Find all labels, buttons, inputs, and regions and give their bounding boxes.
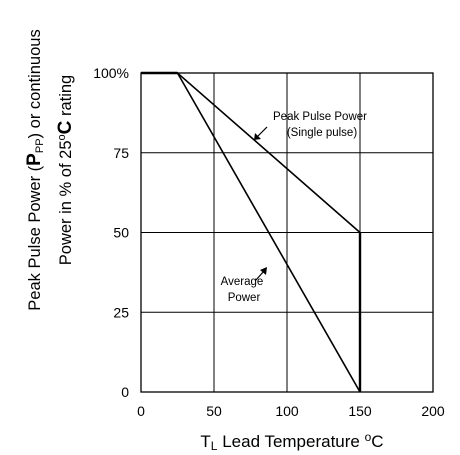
- x-tick-label: 0: [137, 403, 145, 419]
- x-tick-label: 150: [348, 403, 372, 419]
- peak-pulse-annotation-line1: Peak Pulse Power: [273, 111, 367, 123]
- x-tick-label: 50: [206, 403, 222, 419]
- y-tick-label: 75: [113, 145, 129, 161]
- x-tick-label: 100: [275, 403, 299, 419]
- y-axis-label-line2: Power in % of 25oC rating: [55, 75, 76, 265]
- plot-frame: [140, 72, 434, 393]
- y-tick-label: 100%: [93, 65, 129, 81]
- peak-pulse-annotation-line2: (Single pulse): [287, 127, 357, 139]
- peak-pulse-arrow: [254, 126, 268, 140]
- x-tick-label: 200: [421, 403, 445, 419]
- y-tick-label: 25: [113, 304, 129, 320]
- x-tick-labels: 0 50 100 150 200: [137, 403, 445, 419]
- average-power-annotation-line1: Average: [221, 276, 264, 288]
- average-power-arrow: [255, 267, 267, 281]
- y-tick-label: 0: [121, 384, 129, 400]
- y-axis-label-line1: Peak Pulse Power (PPP) or continuous: [24, 29, 46, 310]
- y-tick-label: 50: [113, 225, 129, 241]
- x-axis-label: TL Lead Temperature oC: [200, 430, 383, 453]
- y-tick-labels: 0 25 50 75 100%: [93, 65, 129, 400]
- average-power-annotation-line2: Power: [228, 292, 261, 304]
